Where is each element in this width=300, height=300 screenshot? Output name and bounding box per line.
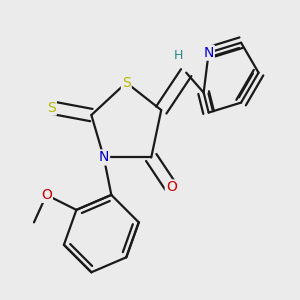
Text: O: O	[41, 188, 52, 202]
Text: H: H	[174, 49, 183, 62]
Text: N: N	[203, 46, 214, 60]
Text: O: O	[166, 180, 177, 194]
Text: S: S	[122, 76, 131, 90]
Text: S: S	[47, 100, 56, 115]
Text: N: N	[99, 151, 109, 164]
